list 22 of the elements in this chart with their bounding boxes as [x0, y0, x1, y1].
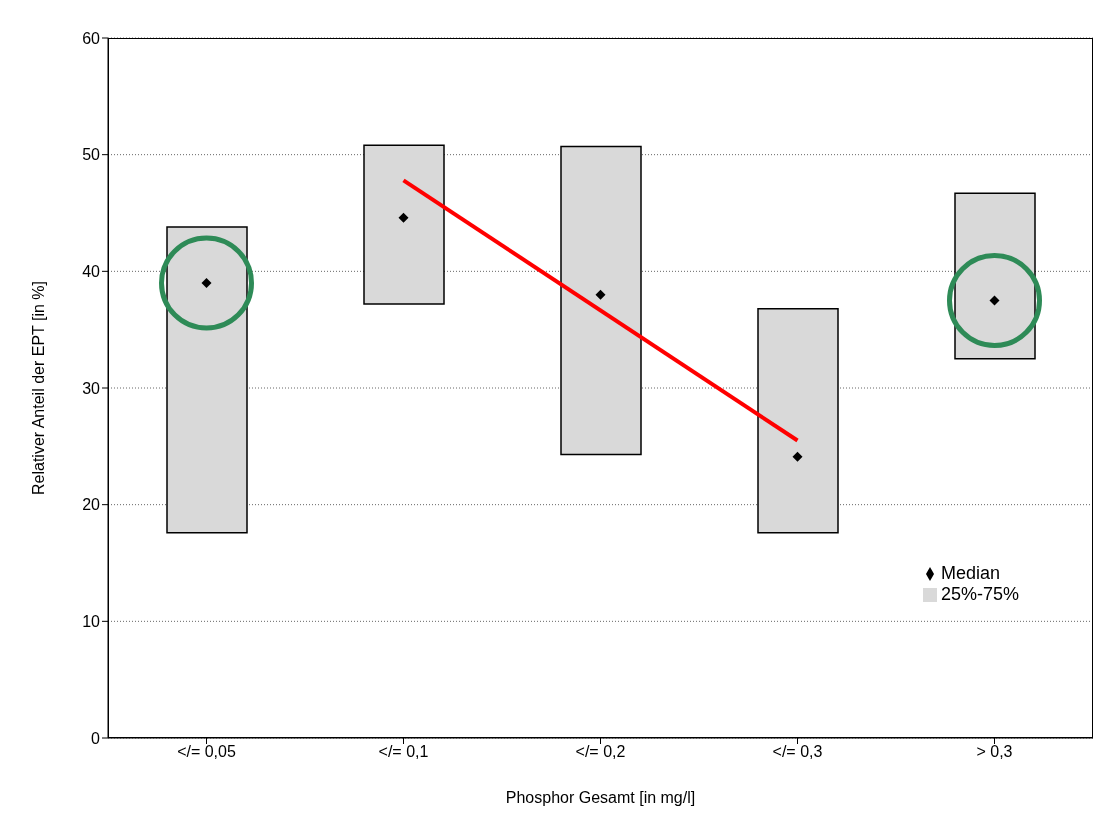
y-tick-label: 0 — [91, 729, 101, 747]
x-axis-title: Phosphor Gesamt [in mg/l] — [505, 789, 696, 806]
y-tick-label: 10 — [82, 613, 101, 631]
y-tick-label: 30 — [82, 379, 101, 397]
legend-label: Median — [941, 563, 1001, 583]
point — [595, 289, 606, 300]
x-tick-label: </= 0,05 — [177, 743, 236, 761]
point — [398, 212, 409, 223]
legend-label: 25%-75% — [941, 584, 1020, 604]
x-tick-label: </= 0,2 — [575, 743, 626, 761]
x-tick-label: </= 0,1 — [378, 743, 429, 761]
x-tick-label: > 0,3 — [976, 743, 1013, 761]
bar — [757, 307, 839, 534]
bar — [363, 144, 445, 305]
y-tick-label: 20 — [82, 496, 101, 514]
bar — [560, 145, 642, 456]
y-tick-label: 50 — [82, 146, 101, 164]
y-tick-label: 40 — [82, 263, 101, 281]
y-tick-label: 60 — [82, 29, 101, 47]
y-axis-title: Relativer Anteil der EPT [in %] — [29, 280, 47, 496]
x-tick-label: </= 0,3 — [772, 743, 823, 761]
point — [792, 451, 803, 462]
